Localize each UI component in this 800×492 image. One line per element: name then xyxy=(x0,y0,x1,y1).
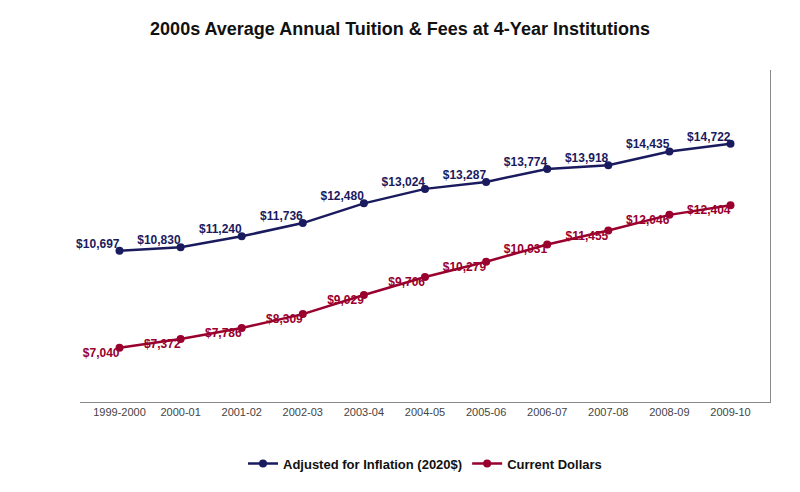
svg-text:2002-03: 2002-03 xyxy=(283,406,323,418)
svg-text:$13,024: $13,024 xyxy=(382,175,426,189)
svg-text:$8,309: $8,309 xyxy=(266,312,303,326)
svg-text:Adjusted for Inflation (2020$): Adjusted for Inflation (2020$) xyxy=(283,457,462,472)
svg-text:$12,480: $12,480 xyxy=(321,189,365,203)
svg-text:2006-07: 2006-07 xyxy=(527,406,567,418)
svg-text:$10,697: $10,697 xyxy=(76,237,120,251)
svg-text:2001-02: 2001-02 xyxy=(222,406,262,418)
svg-text:$13,774: $13,774 xyxy=(504,155,548,169)
svg-text:$14,722: $14,722 xyxy=(687,130,731,144)
svg-text:2009-10: 2009-10 xyxy=(710,406,750,418)
svg-text:2005-06: 2005-06 xyxy=(466,406,506,418)
svg-text:$9,706: $9,706 xyxy=(388,275,425,289)
svg-text:2007-08: 2007-08 xyxy=(588,406,628,418)
svg-text:1999-2000: 1999-2000 xyxy=(93,406,146,418)
svg-text:$10,931: $10,931 xyxy=(504,242,548,256)
svg-text:$7,040: $7,040 xyxy=(83,346,120,360)
svg-text:$13,287: $13,287 xyxy=(443,168,487,182)
svg-text:2004-05: 2004-05 xyxy=(405,406,445,418)
svg-text:$9,029: $9,029 xyxy=(327,293,364,307)
svg-text:$7,786: $7,786 xyxy=(205,326,242,340)
svg-text:$11,736: $11,736 xyxy=(260,209,303,223)
svg-text:2000-01: 2000-01 xyxy=(160,406,200,418)
svg-text:2003-04: 2003-04 xyxy=(344,406,384,418)
svg-text:2008-09: 2008-09 xyxy=(649,406,689,418)
svg-text:$10,279: $10,279 xyxy=(443,260,487,274)
svg-text:$12,404: $12,404 xyxy=(687,203,731,217)
svg-text:$7,372: $7,372 xyxy=(144,337,181,351)
svg-text:$11,240: $11,240 xyxy=(199,222,242,236)
svg-text:$11,455: $11,455 xyxy=(566,229,609,243)
svg-text:$10,830: $10,830 xyxy=(137,233,181,247)
svg-text:2000s Average Annual Tuition &: 2000s Average Annual Tuition & Fees at 4… xyxy=(150,19,650,39)
svg-text:$13,918: $13,918 xyxy=(565,151,609,165)
svg-text:Current Dollars: Current Dollars xyxy=(507,457,602,472)
svg-text:$14,435: $14,435 xyxy=(626,137,670,151)
svg-text:$12,046: $12,046 xyxy=(626,213,670,227)
